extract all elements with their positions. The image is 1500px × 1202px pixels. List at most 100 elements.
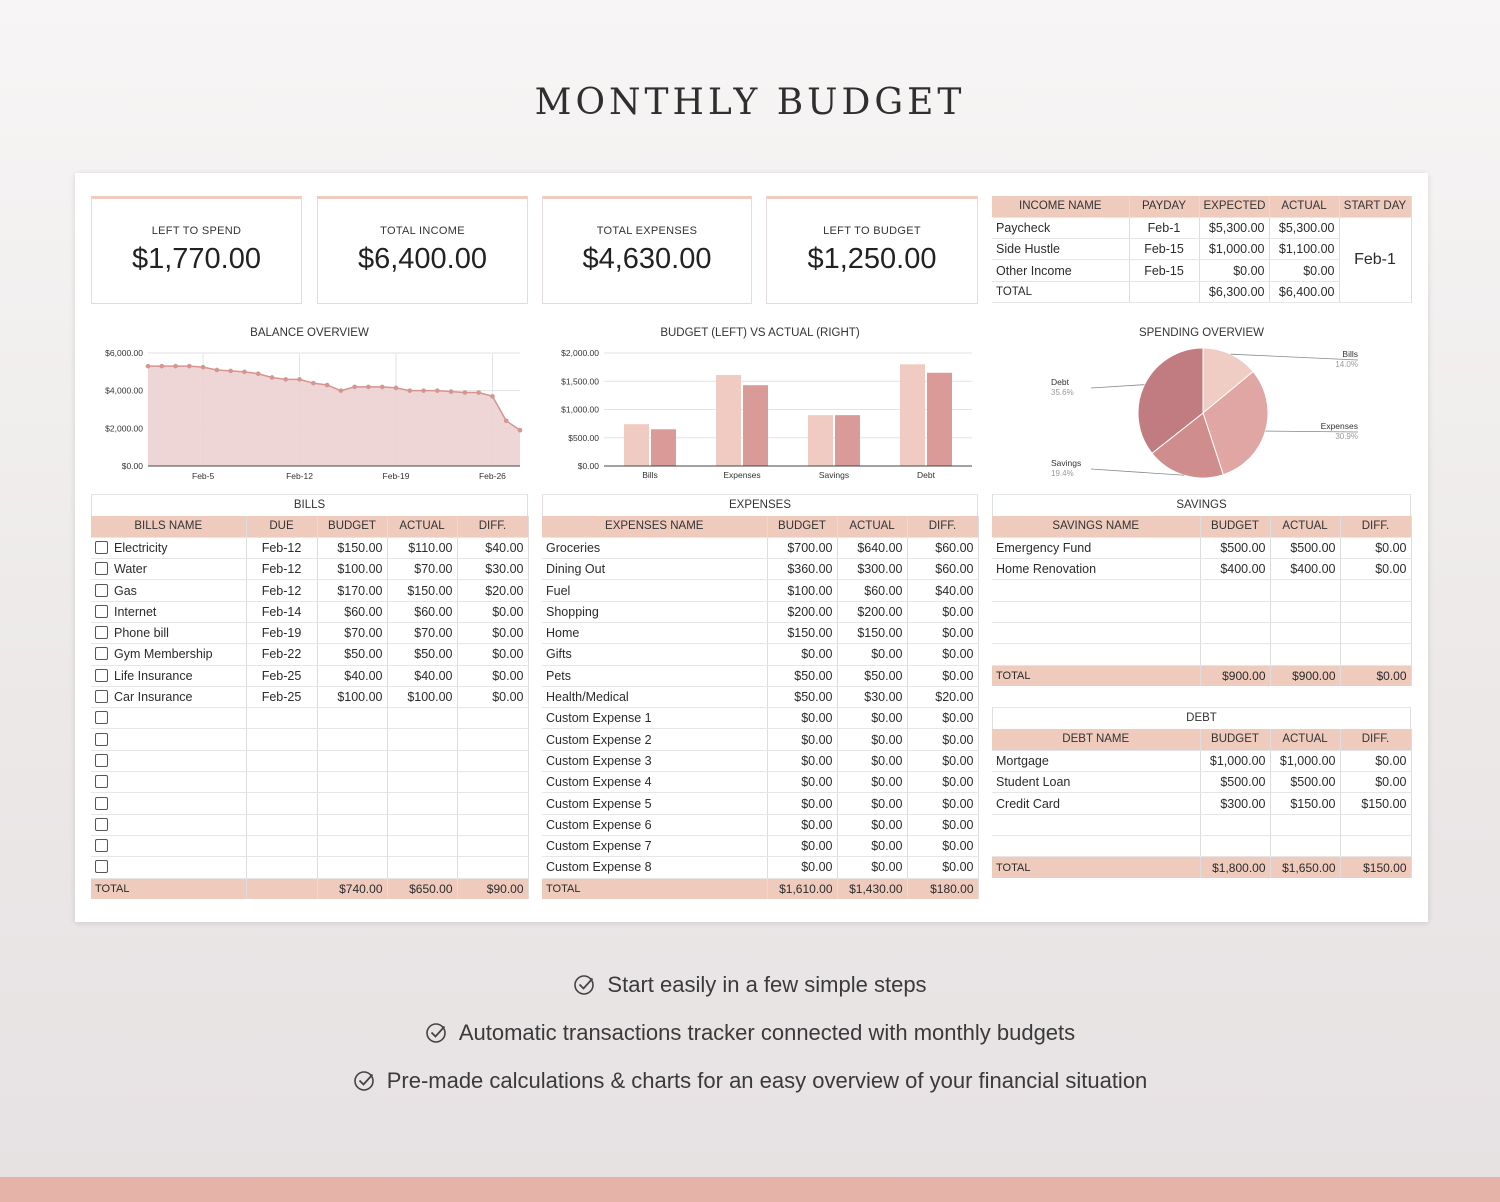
row-value-cell[interactable] [457,771,529,794]
row-name-cell[interactable]: Custom Expense 7 [542,835,768,858]
row-name-cell[interactable]: Student Loan [992,771,1201,794]
row-value-cell[interactable]: $40.00 [457,537,529,560]
checkbox[interactable] [95,647,108,661]
checkbox[interactable] [95,604,108,618]
row-value-cell[interactable] [246,771,318,794]
row-value-cell[interactable] [457,856,529,879]
row-value-cell[interactable]: $20.00 [907,686,979,709]
row-value-cell[interactable] [1270,601,1341,623]
row-value-cell[interactable] [246,792,318,815]
row-value-cell[interactable] [1200,643,1271,666]
row-value-cell[interactable]: $300.00 [837,558,908,581]
row-value-cell[interactable] [387,792,458,815]
row-value-cell[interactable]: $640.00 [837,537,908,560]
row-name-cell[interactable]: Mortgage [992,750,1201,773]
row-value-cell[interactable] [387,728,458,751]
row-value-cell[interactable]: $0.00 [767,835,838,858]
checkbox[interactable] [95,839,108,853]
row-value-cell[interactable]: $0.00 [767,792,838,815]
row-value-cell[interactable]: $0.00 [767,728,838,751]
row-value-cell[interactable]: $0.00 [767,750,838,773]
row-value-cell[interactable]: Feb-25 [246,665,318,687]
row-value-cell[interactable]: $0.00 [457,643,529,666]
row-value-cell[interactable] [1340,814,1412,836]
row-value-cell[interactable]: $0.00 [767,707,838,730]
row-value-cell[interactable]: $150.00 [317,537,388,560]
row-value-cell[interactable]: $50.00 [317,643,388,666]
row-value-cell[interactable]: $0.00 [907,665,979,687]
row-value-cell[interactable]: $60.00 [907,537,979,560]
row-value-cell[interactable] [457,707,529,730]
row-value-cell[interactable]: Feb-19 [246,622,318,645]
checkbox[interactable] [95,562,108,576]
row-name-cell[interactable]: Custom Expense 2 [542,728,768,751]
row-value-cell[interactable]: $0.00 [767,814,838,836]
row-value-cell[interactable] [1340,643,1412,666]
row-value-cell[interactable] [1200,622,1271,645]
row-name-cell[interactable]: Emergency Fund [992,537,1201,560]
row-value-cell[interactable]: $0.00 [907,835,979,858]
row-value-cell[interactable]: $200.00 [837,601,908,623]
row-value-cell[interactable]: $0.00 [907,750,979,773]
row-value-cell[interactable]: $0.00 [837,750,908,773]
row-name-cell[interactable]: Life Insurance [91,665,247,687]
row-value-cell[interactable] [387,750,458,773]
row-value-cell[interactable] [387,707,458,730]
row-value-cell[interactable]: $100.00 [317,558,388,581]
row-name-cell[interactable]: Custom Expense 8 [542,856,768,879]
row-value-cell[interactable]: $0.00 [837,707,908,730]
row-value-cell[interactable]: $0.00 [907,792,979,815]
row-name-cell[interactable]: Car Insurance [91,686,247,709]
start-day-cell[interactable]: Feb-1 [1339,217,1412,303]
row-name-cell[interactable]: Pets [542,665,768,687]
row-value-cell[interactable]: $50.00 [767,665,838,687]
row-value-cell[interactable]: $0.00 [457,622,529,645]
row-name-cell[interactable] [91,856,247,879]
row-value-cell[interactable]: $100.00 [387,686,458,709]
row-value-cell[interactable]: $100.00 [317,686,388,709]
row-value-cell[interactable]: $0.00 [907,728,979,751]
income-name-cell[interactable]: Other Income [992,259,1130,282]
income-value-cell[interactable]: Feb-1 [1129,217,1200,240]
row-value-cell[interactable] [1340,835,1412,858]
row-value-cell[interactable]: $60.00 [317,601,388,623]
row-name-cell[interactable]: Home Renovation [992,558,1201,581]
row-value-cell[interactable]: Feb-12 [246,579,318,602]
row-name-cell[interactable]: Phone bill [91,622,247,645]
row-value-cell[interactable]: Feb-12 [246,558,318,581]
row-value-cell[interactable]: $40.00 [387,665,458,687]
row-value-cell[interactable]: $1,000.00 [1200,750,1271,773]
row-value-cell[interactable]: $500.00 [1200,771,1271,794]
row-value-cell[interactable]: $0.00 [837,792,908,815]
row-value-cell[interactable]: $360.00 [767,558,838,581]
checkbox[interactable] [95,711,108,725]
row-name-cell[interactable] [91,728,247,751]
row-value-cell[interactable]: $400.00 [1270,558,1341,581]
row-value-cell[interactable] [457,792,529,815]
checkbox[interactable] [95,817,108,831]
row-name-cell[interactable]: Home [542,622,768,645]
row-value-cell[interactable]: Feb-12 [246,537,318,560]
row-value-cell[interactable]: $110.00 [387,537,458,560]
row-name-cell[interactable] [91,792,247,815]
row-name-cell[interactable] [91,750,247,773]
row-name-cell[interactable] [91,835,247,858]
row-value-cell[interactable] [317,750,388,773]
row-value-cell[interactable] [1270,835,1341,858]
row-value-cell[interactable]: $100.00 [767,579,838,602]
income-value-cell[interactable]: $0.00 [1199,259,1270,282]
row-value-cell[interactable] [387,771,458,794]
row-value-cell[interactable] [457,728,529,751]
checkbox[interactable] [95,583,108,597]
row-value-cell[interactable]: $0.00 [837,771,908,794]
row-name-cell[interactable]: Groceries [542,537,768,560]
row-value-cell[interactable]: $0.00 [837,643,908,666]
income-value-cell[interactable]: $1,100.00 [1269,238,1340,261]
row-value-cell[interactable]: $700.00 [767,537,838,560]
row-value-cell[interactable]: $0.00 [767,856,838,879]
row-value-cell[interactable]: $60.00 [907,558,979,581]
row-value-cell[interactable]: $150.00 [1270,792,1341,815]
income-value-cell[interactable]: $1,000.00 [1199,238,1270,261]
row-value-cell[interactable]: $0.00 [1340,771,1412,794]
row-value-cell[interactable]: $500.00 [1270,771,1341,794]
